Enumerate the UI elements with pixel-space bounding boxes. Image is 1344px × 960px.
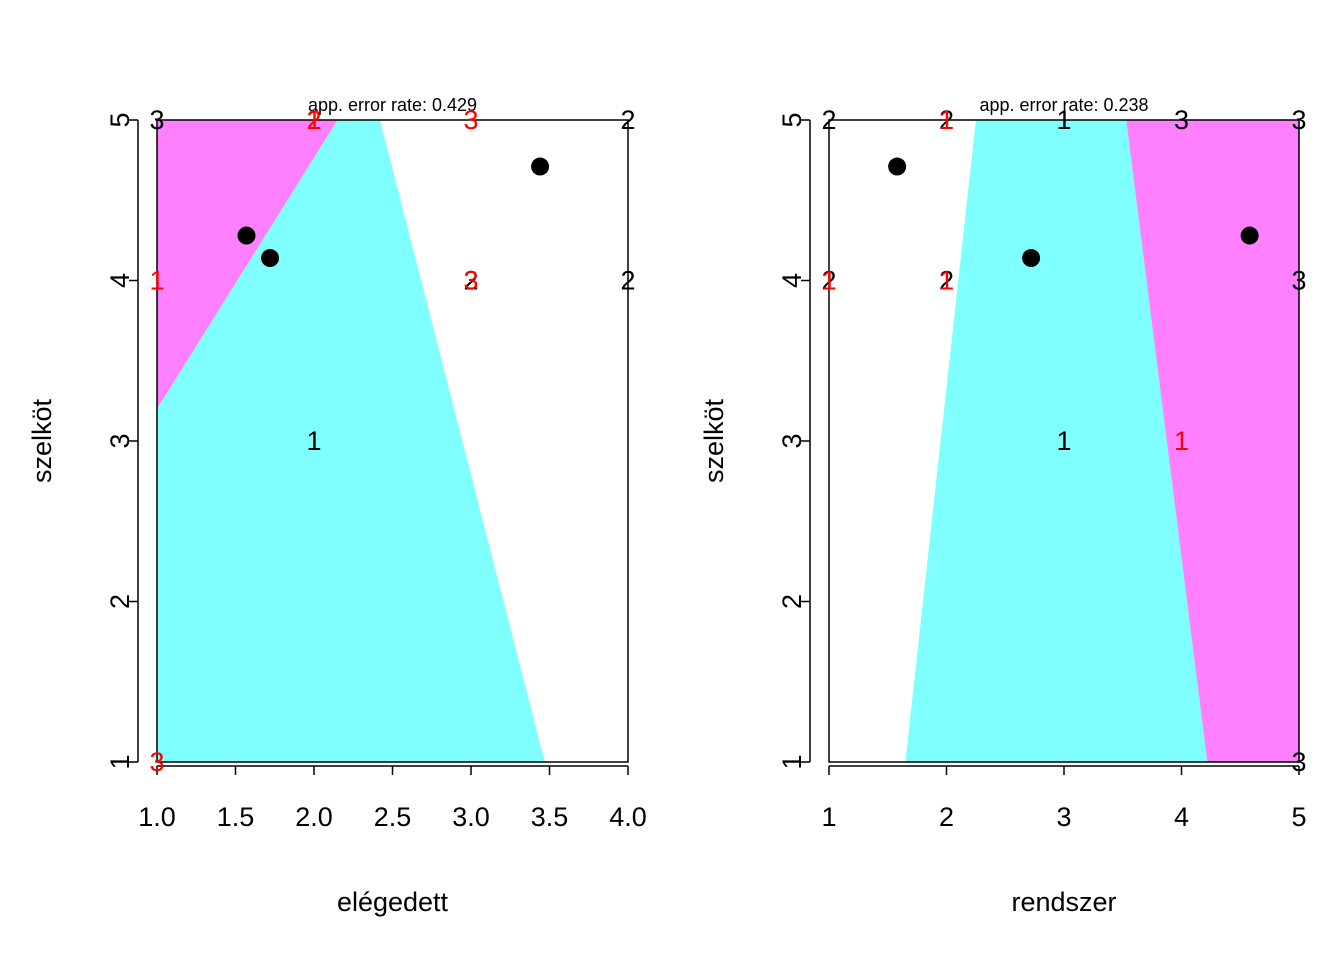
left-partition-plot: app. error rate: 0.429 1.0 1.5 2.0 2.5 3.0 3.5… — [27, 95, 647, 917]
y-axis: 1 2 3 4 5 — [105, 112, 139, 770]
observation-label: 2 — [821, 266, 836, 296]
y-tick-label: 1 — [777, 754, 807, 769]
observation-label: 2 — [463, 266, 478, 296]
plot-frame — [156, 119, 629, 763]
y-tick-label: 3 — [105, 433, 135, 448]
x-axis: 1 2 3 4 5 — [821, 765, 1307, 832]
class-means — [237, 157, 550, 268]
y-axis-title: szelköt — [27, 398, 57, 483]
region-1-area — [905, 120, 1208, 762]
observation-labels: 3 12 3 21 23 213 — [149, 105, 635, 777]
observation-label: 1 — [149, 266, 164, 296]
class-mean-point — [237, 226, 256, 245]
region-2-area — [829, 120, 976, 762]
x-tick-label: 3.0 — [452, 802, 490, 832]
x-tick-label: 4 — [1174, 802, 1189, 832]
observation-label: 2 — [620, 266, 635, 296]
y-tick-label: 3 — [777, 433, 807, 448]
observation-label: 2 — [306, 105, 321, 135]
region-3-area — [1126, 120, 1299, 762]
x-axis: 1.0 1.5 2.0 2.5 3.0 3.5 4.0 — [138, 765, 647, 832]
class-mean-point — [1022, 249, 1041, 268]
observation-label: 1 — [1056, 105, 1071, 135]
observation-label: 3 — [1174, 105, 1189, 135]
x-tick-label: 2.0 — [295, 802, 333, 832]
x-tick-label: 2 — [939, 802, 954, 832]
y-axis-title: szelköt — [699, 398, 729, 483]
class-means — [888, 157, 1259, 268]
observation-label: 3 — [1291, 105, 1306, 135]
plot-frame — [828, 119, 1300, 763]
observation-label: 3 — [463, 105, 478, 135]
observation-labels: 2 21 1 3 321 21 31 13 — [821, 105, 1306, 777]
observation-label: 1 — [939, 266, 954, 296]
region-1-area — [157, 120, 545, 762]
region-3-area — [157, 120, 338, 409]
x-tick-label: 1.5 — [217, 802, 255, 832]
x-tick-label: 4.0 — [609, 802, 647, 832]
observation-label: 2 — [620, 105, 635, 135]
observation-label: 3 — [149, 747, 164, 777]
partition-regions — [157, 120, 628, 762]
class-mean-point — [888, 157, 907, 176]
observation-label: 1 — [306, 426, 321, 456]
observation-label: 2 — [821, 105, 836, 135]
x-axis-title: rendszer — [1011, 887, 1116, 917]
class-mean-point — [1240, 226, 1259, 245]
y-tick-label: 5 — [777, 112, 807, 127]
x-tick-label: 5 — [1291, 802, 1306, 832]
observation-label: 3 — [149, 105, 164, 135]
y-tick-label: 1 — [105, 754, 135, 769]
observation-label: 1 — [1056, 426, 1071, 456]
x-tick-label: 3 — [1056, 802, 1071, 832]
x-axis-title: elégedett — [337, 887, 449, 917]
observation-label: 1 — [1174, 426, 1189, 456]
observation-label: 1 — [306, 105, 321, 135]
y-axis: 1 2 3 4 5 — [777, 112, 811, 770]
observation-label: 2 — [939, 105, 954, 135]
observation-label: 3 — [1291, 266, 1306, 296]
observation-label: 3 — [1291, 747, 1306, 777]
partition-regions — [829, 120, 1299, 762]
observation-label: 1 — [939, 105, 954, 135]
class-mean-point — [531, 157, 550, 176]
y-tick-label: 4 — [105, 273, 135, 288]
observation-label: 1 — [821, 266, 836, 296]
y-tick-label: 5 — [105, 112, 135, 127]
y-tick-label: 2 — [777, 594, 807, 609]
observation-label: 3 — [463, 266, 478, 296]
y-tick-label: 4 — [777, 273, 807, 288]
class-mean-point — [261, 249, 280, 268]
x-tick-label: 2.5 — [374, 802, 412, 832]
plot-title: app. error rate: 0.238 — [979, 95, 1148, 115]
x-tick-label: 3.5 — [531, 802, 569, 832]
x-tick-label: 1 — [821, 802, 836, 832]
plot-title: app. error rate: 0.429 — [308, 95, 477, 115]
observation-label: 2 — [939, 266, 954, 296]
x-tick-label: 1.0 — [138, 802, 176, 832]
y-tick-label: 2 — [105, 594, 135, 609]
